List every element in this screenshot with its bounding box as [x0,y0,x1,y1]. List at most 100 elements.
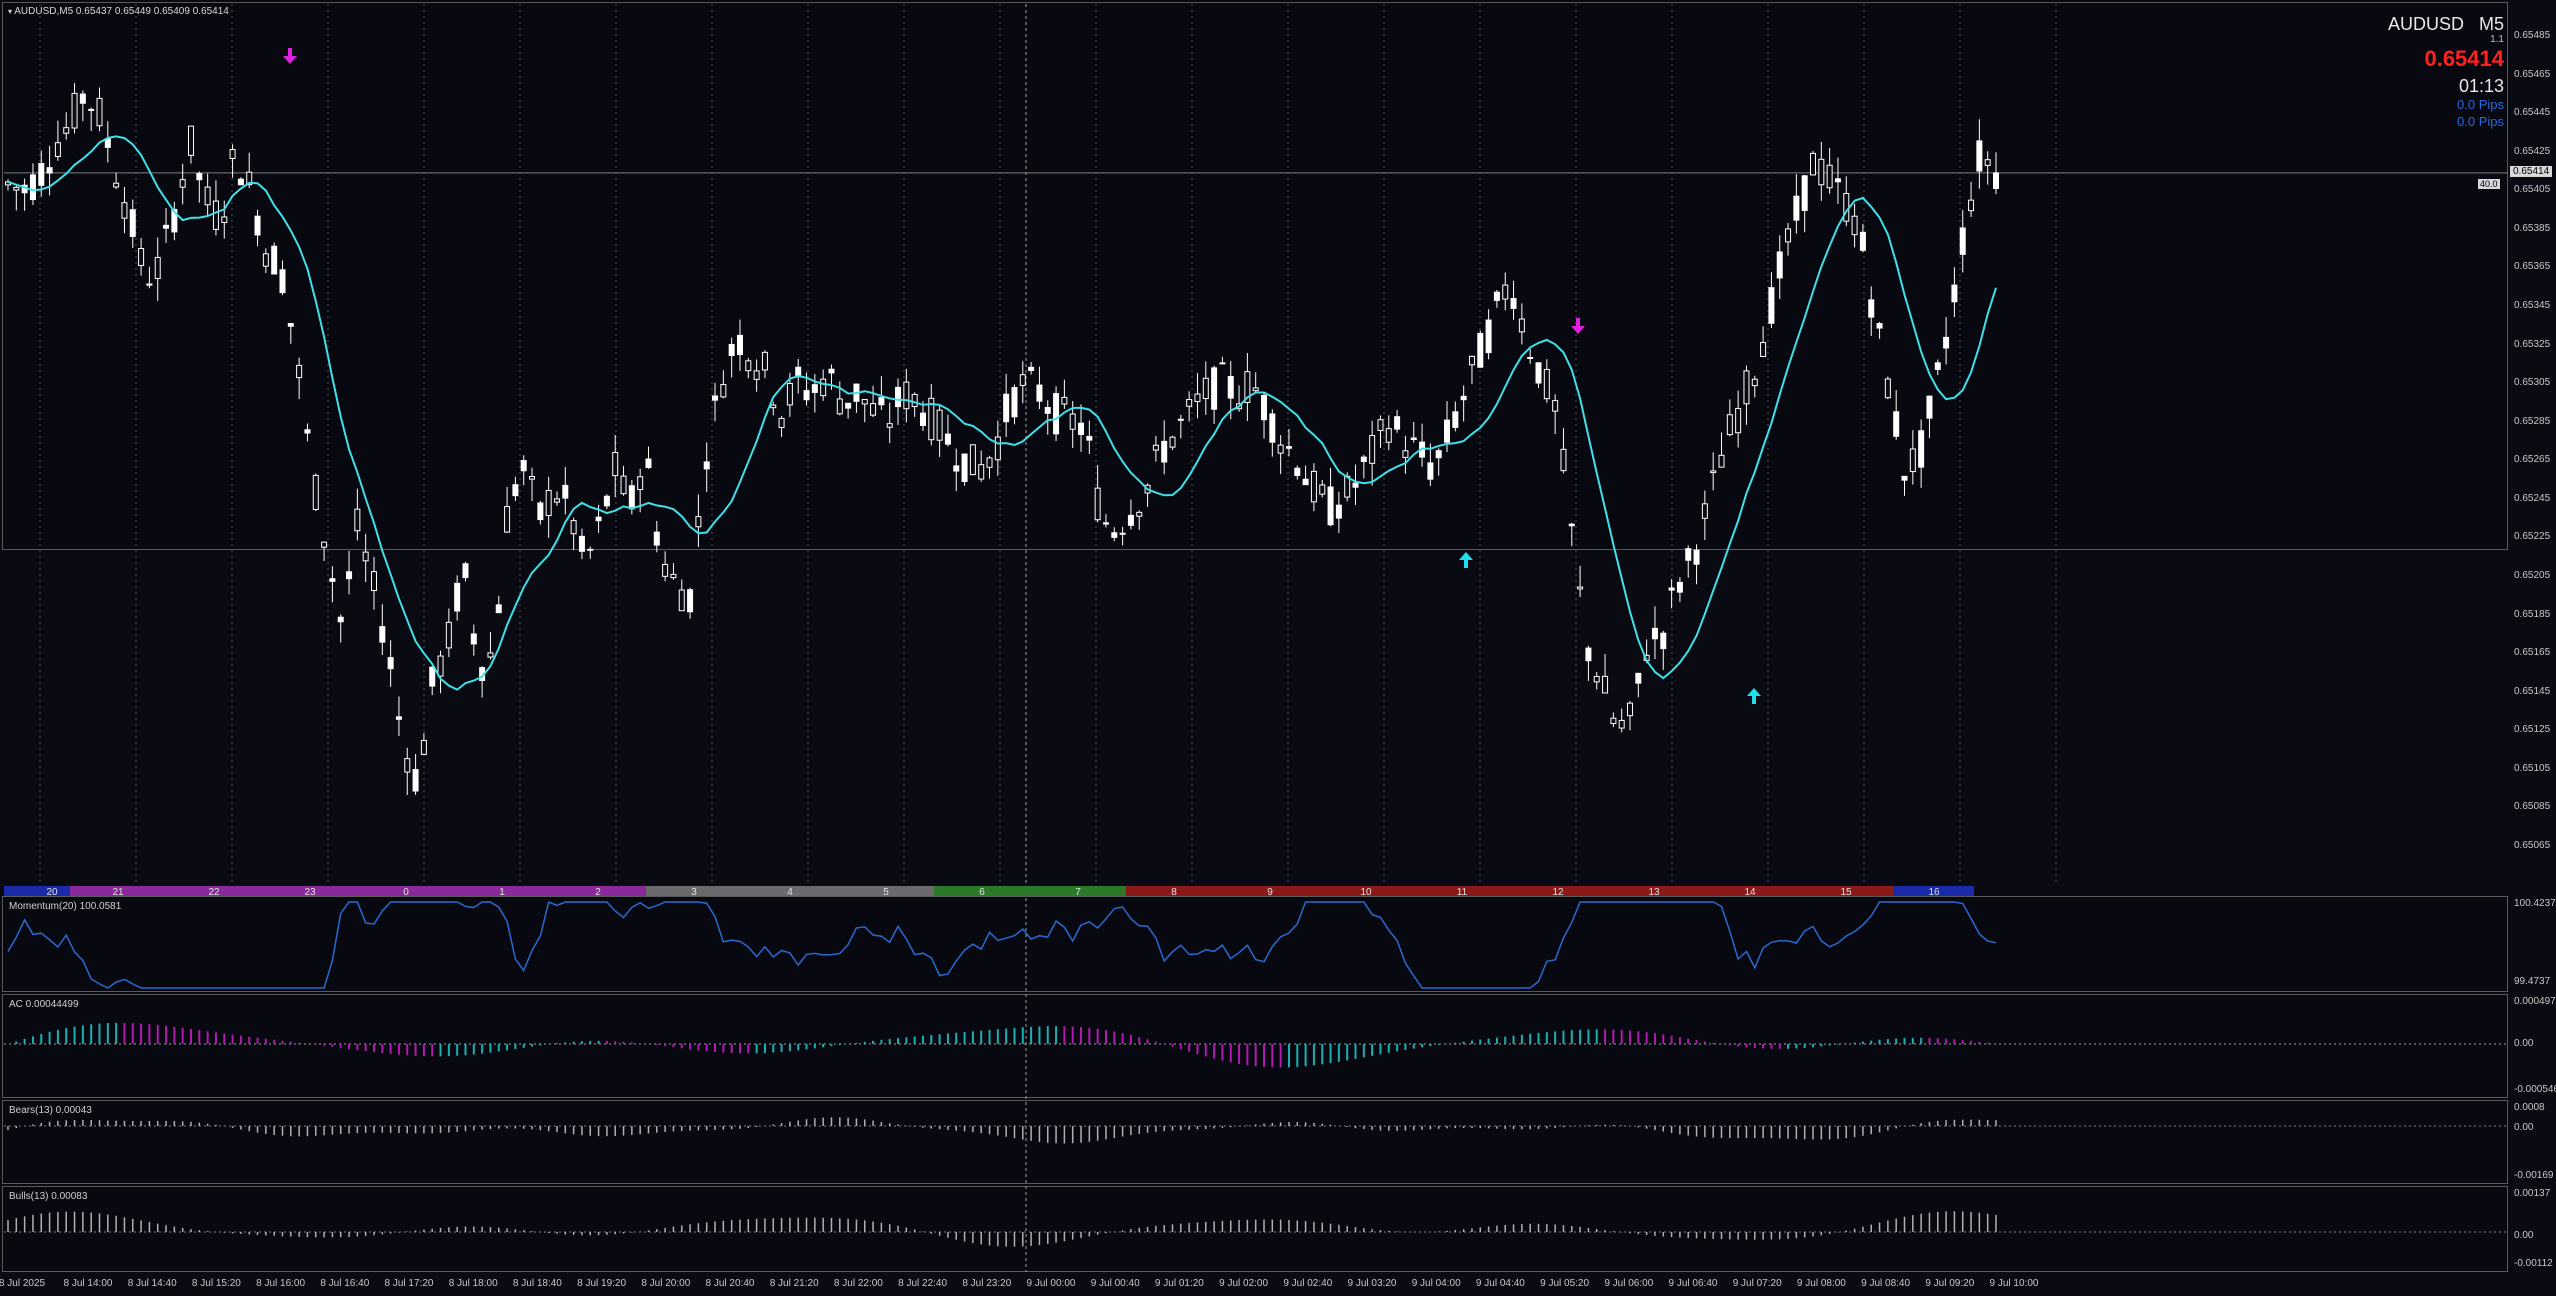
price-axis-label: 0.65065 [2514,840,2551,851]
candle-body [728,344,735,357]
candle-body [1344,475,1351,498]
candle-body [1585,647,1592,662]
candle-body [304,429,311,434]
candle-body [1901,475,1908,481]
candle-body [1394,416,1401,430]
candle-body [1102,522,1109,525]
candle-body [1078,422,1085,435]
candle-body [138,248,145,266]
chart-collapse-icon[interactable]: ▾ [8,7,13,16]
sell-arrow-icon-glyph [283,48,297,64]
momentum-axis-max: 100.4237 [2514,898,2556,909]
candle-body [1918,430,1925,468]
time-axis-label: 8 Jul 18:40 [512,1278,562,1289]
candle-body [803,390,810,401]
candle-body [553,498,560,503]
hour-strip-cell [1510,886,1606,896]
candle-body [1976,140,1983,172]
momentum-pane[interactable]: Momentum(20) 100.0581 [2,896,2508,992]
candle-body [362,551,369,562]
candle-body [354,508,361,532]
candle-body [1743,370,1750,405]
sell-arrow-icon-glyph [1571,318,1585,334]
moving-average-line [7,135,1997,691]
bears-axis-max: 0.0008 [2514,1102,2545,1113]
time-axis-label: 9 Jul 03:20 [1347,1278,1397,1289]
time-axis-label: 9 Jul 04:00 [1411,1278,1461,1289]
candle-body [1319,484,1326,495]
price-axis-label: 0.65365 [2514,261,2551,273]
price-axis-label: 0.65165 [2514,647,2551,659]
time-axis-label: 8 Jul 16:00 [256,1278,306,1289]
candle-body [246,171,253,186]
candle-body [878,397,885,406]
candle-body [1685,548,1692,561]
candle-body [1785,228,1792,243]
candle-body [978,464,985,480]
candle-body [570,520,577,535]
candle-body [1019,374,1026,386]
candle-body [229,149,236,159]
ac-axis-min: -0.000546 [2514,1084,2556,1095]
price-axis[interactable]: 0.65485 0.65465 0.65445 0.65425 0.65405 0.653… [2508,2,2556,851]
bulls-axis: 0.00137 0.00 -0.00112 [2508,1186,2556,1272]
price-axis-label: 0.65285 [2514,415,2551,427]
hour-strip-cell [1894,886,1974,896]
candle-body [1127,514,1134,526]
candle-body [1086,435,1093,441]
price-axis-label: 0.65425 [2514,145,2551,157]
bears-pane[interactable]: Bears(13) 0.00043 [2,1100,2508,1184]
candle-body [196,173,203,181]
candle-body [71,92,78,129]
momentum-axis-min: 99.4737 [2514,976,2551,987]
candle-body [1161,440,1168,463]
time-axis-label: 9 Jul 08:40 [1861,1278,1911,1289]
candle-body [778,417,785,429]
candle-body [454,582,461,612]
candle-body [321,541,328,548]
candle-body [1868,299,1875,318]
hour-strip-label: 11 [1457,887,1468,898]
time-axis-label: 9 Jul 01:20 [1154,1278,1204,1289]
hour-strip-label: 6 [979,887,985,898]
candle-body [79,93,86,104]
info-symbol: AUDUSD [2387,14,2464,34]
hour-strip-cell [4,886,100,896]
candle-body [1693,549,1700,565]
hour-strip-cell [1126,886,1222,896]
hour-strip-cell [454,886,550,896]
candle-body [628,485,635,510]
candle-body [828,368,835,374]
price-axis-label: 0.65385 [2514,222,2551,234]
candle-body [1202,377,1209,400]
candle-body [329,578,336,582]
hour-strip-cell [550,886,646,896]
candle-body [1801,175,1808,212]
bulls-axis-min: -0.00112 [2514,1258,2553,1269]
candle-body [986,457,993,468]
candle-body [811,384,818,393]
candle-body [1177,418,1184,421]
time-axis-label: 9 Jul 07:20 [1732,1278,1782,1289]
buy-arrow-icon-glyph [1747,688,1761,704]
price-chart-pane[interactable]: ▾ AUDUSD,M5 0.65437 0.65449 0.65409 0.65… [2,2,2508,550]
candle-body [254,215,261,236]
candle-body [936,409,943,441]
candle-body [1993,172,1999,189]
candle-body [911,393,918,408]
candle-body [944,433,951,445]
candle-body [1211,367,1218,410]
candle-body [1934,362,1941,370]
candle-body [1435,450,1442,459]
hour-strip-label: 23 [304,887,316,898]
candle-body [1377,419,1384,431]
hour-strip-cell [166,886,262,896]
info-panel: AUDUSD M5 1.1 0.65414 01:13 0.0 Pips 0.0… [2304,10,2504,130]
ac-axis-max: 0.0004974 [2514,996,2556,1007]
time-axis-label: 8 Jul 18:00 [448,1278,498,1289]
time-axis[interactable]: 8 Jul 2025 8 Jul 14:00 8 Jul 14:40 8 Jul 15… [0,1272,2508,1296]
candle-body [1227,376,1234,399]
candle-body [545,489,552,517]
candle-body [1269,413,1276,443]
candle-body [895,386,902,408]
